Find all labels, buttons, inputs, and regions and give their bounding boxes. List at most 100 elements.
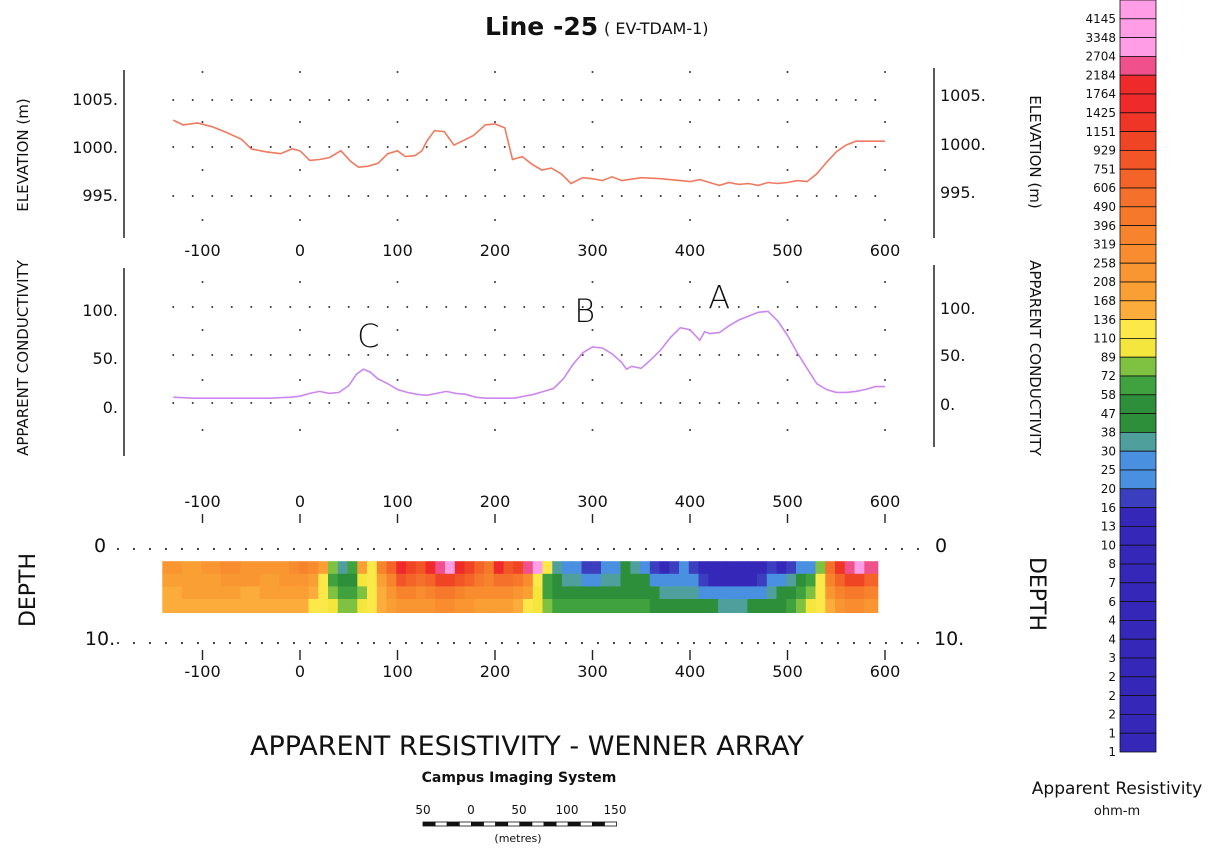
scale-bar-label: 100 [556,803,579,817]
pseudosection-cell [718,561,729,576]
pseudosection-cell [201,573,222,588]
pseudosection-cell [513,573,524,588]
grid-dot [689,219,691,221]
elevation-ytick-right-995: 995. [940,183,976,202]
legend-bin-swatch [1119,394,1157,414]
grid-dot [542,354,545,356]
pseudosection-cell [279,586,290,601]
depth-10-dot [836,641,840,645]
grid-dot [484,99,487,101]
pseudosection-cell [532,573,544,588]
scale-bar-segment [579,821,593,827]
depth-10-dot [532,641,536,645]
pseudosection-cell [659,573,670,588]
pseudosection-cell [669,561,680,576]
scale-bar-segment [483,821,497,827]
grid-dot [562,354,565,356]
grid-dot [172,402,175,404]
pseudosection-cell [835,599,846,613]
grid-dot [581,195,584,197]
grid-dot [698,306,701,308]
pseudosection-cell [298,561,310,576]
grid-dot [718,306,721,308]
pseudosection-cell [601,573,612,588]
grid-dot [796,195,799,197]
pseudosection-cell [815,599,826,613]
pseudosection-cell [298,586,310,601]
pseudosection-cell [571,586,583,601]
depth-0-dot [228,547,232,551]
pseudosection-cell [659,561,670,576]
pseudosection-cell [445,599,456,613]
legend-bin-swatch [1119,56,1157,76]
conductivity-annotations: C B A [357,278,730,355]
grid-dot [591,281,594,283]
pseudosection-cell [386,586,397,601]
depth-10-dot [436,641,440,645]
legend-bin-swatch [1119,601,1157,621]
grid-dot [659,354,662,356]
depth-tick-right-0: 0 [935,535,947,557]
grid-dot [884,429,886,431]
pseudosection-cell [825,586,836,601]
pseudosection-cell [620,586,631,601]
pseudosection-cell [591,573,602,588]
pseudosection-cell [347,599,358,613]
pseudosection-cell [796,599,807,613]
legend-bin-label: 3348 [1085,31,1116,45]
depth-10-dot [484,641,488,645]
conductivity-ylabel-right: APPARENT CONDUCTIVITY [1026,260,1044,457]
pseudosection-cell [766,599,778,613]
pseudosection-xtick-bottom-label: 100 [382,662,413,681]
grid-dot [854,402,857,404]
pseudosection-cell [308,586,319,601]
depth-10-dot [500,641,504,645]
grid-dot [835,146,838,148]
grid-dot [269,402,272,404]
legend-bin-swatch [1119,37,1157,57]
legend-bin-swatch [1119,0,1157,20]
pseudosection-cell [435,561,446,576]
legend-bin-label: 7 [1108,576,1116,590]
grid-dot [230,99,233,101]
depth-10-dot [708,641,712,645]
pseudosection-cell [688,599,700,613]
grid-dot [494,379,496,381]
grid-dot [835,195,838,197]
depth-0-dot [628,547,632,551]
grid-dot [542,146,545,148]
pseudosection-cell [464,599,475,613]
legend-bin-label: 110 [1093,332,1116,346]
grid-dot [328,306,331,308]
grid-dot [776,195,779,197]
pseudosection-xtick-bottom-label: 600 [870,662,901,681]
grid-dot [874,306,877,308]
grid-dot [396,379,399,381]
legend-bin-swatch [1119,375,1157,396]
depth-0-dot [372,547,376,551]
grid-dot [620,99,623,101]
grid-dot [386,99,389,101]
grid-dot [737,306,740,308]
pseudosection-cell [337,561,349,576]
legend-bin-swatch [1119,526,1157,546]
pseudosection-cell [737,561,748,576]
grid-dot [191,306,194,308]
pseudosection-cell [542,599,553,613]
depth-0-dot [180,547,184,551]
legend-bin-swatch [1119,281,1157,302]
grid-dot [211,402,214,404]
grid-dot [601,354,604,356]
grid-dot [250,99,253,101]
grid-dot [299,121,301,123]
elevation-ylabel-left: ELEVATION (m) [14,98,32,211]
line-title: Line -25 [485,12,598,41]
grid-dot [815,402,818,404]
grid-dot [591,169,594,171]
depth-10-dot [276,641,280,645]
grid-dot [425,146,428,148]
pseudosection-cell [279,573,290,588]
pseudosection-cell [425,573,436,588]
annotation-a: A [708,278,730,316]
grid-dot [289,99,292,101]
